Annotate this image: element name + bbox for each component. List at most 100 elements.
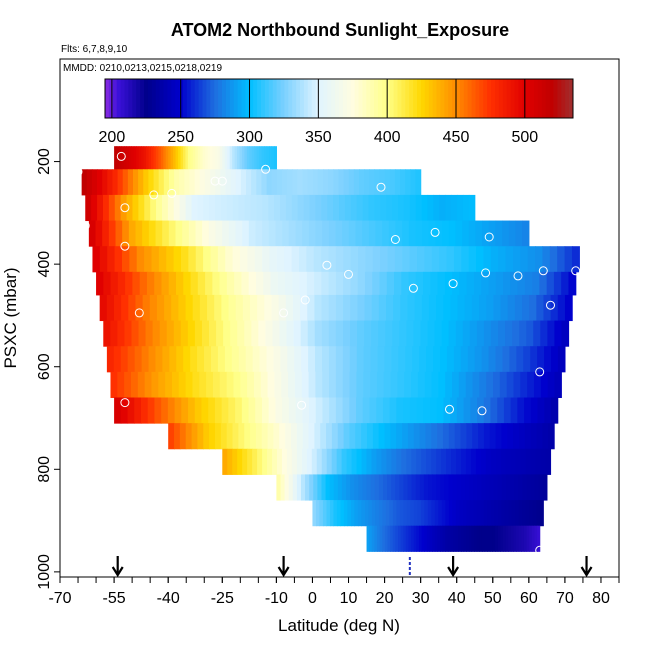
heatmap-cell <box>176 346 184 373</box>
heatmap-cell <box>483 500 488 527</box>
heatmap-cell <box>257 448 263 475</box>
heatmap-cell <box>235 397 243 424</box>
heatmap-cell <box>459 500 464 527</box>
heatmap-cell <box>415 474 421 501</box>
heatmap-cell <box>142 220 150 247</box>
heatmap-cell <box>417 500 422 527</box>
heatmap-cell <box>285 271 293 296</box>
heatmap-cell <box>448 423 456 450</box>
heatmap-cell <box>376 397 384 424</box>
heatmap-cell <box>391 474 396 501</box>
heatmap-cell <box>306 271 315 296</box>
heatmap-cell <box>256 169 263 196</box>
heatmap-cell <box>194 320 203 347</box>
colorbar-cell <box>194 79 200 118</box>
colorbar-tick-label: 500 <box>511 129 538 146</box>
heatmap-cell <box>114 246 123 273</box>
sample-point <box>261 164 271 174</box>
heatmap-cell <box>540 371 549 398</box>
heatmap-cell <box>269 146 273 170</box>
heatmap-cell <box>455 320 464 347</box>
heatmap-cell <box>394 169 401 196</box>
heatmap-cell <box>522 474 527 501</box>
heatmap-cell <box>97 169 103 196</box>
heatmap-cell <box>164 294 172 322</box>
heatmap-cell <box>453 246 462 273</box>
heatmap-cell <box>410 169 417 196</box>
colorbar-cell <box>167 79 172 118</box>
heatmap-cell <box>259 346 268 373</box>
heatmap-cell <box>301 346 309 373</box>
heatmap-cell <box>437 423 444 450</box>
heatmap-cell <box>291 246 300 273</box>
heatmap-cell <box>363 346 372 373</box>
heatmap-cell <box>299 271 308 296</box>
heatmap-cell <box>210 169 216 196</box>
heatmap-cell <box>240 169 247 196</box>
colorbar-cell <box>315 79 320 118</box>
heatmap-cell <box>346 474 351 501</box>
sample-point <box>571 266 581 276</box>
heatmap-cell <box>155 146 159 170</box>
heatmap-cell <box>554 320 563 347</box>
heatmap-cell <box>165 371 173 398</box>
heatmap-cell <box>495 448 502 475</box>
heatmap-cell <box>385 500 390 527</box>
heatmap-cell <box>374 525 378 552</box>
heatmap-cell <box>516 346 524 373</box>
sample-point <box>322 260 332 270</box>
heatmap-cell <box>309 474 314 501</box>
heatmap-cell <box>389 397 397 424</box>
heatmap-cell <box>436 294 444 322</box>
heatmap-cell <box>158 169 165 196</box>
heatmap-cell <box>178 371 187 398</box>
heatmap-cell <box>379 169 386 196</box>
heatmap-cell <box>473 271 482 296</box>
heatmap-cell <box>409 194 417 222</box>
heatmap-cell <box>163 169 170 196</box>
colorbar-cell <box>319 79 324 118</box>
heatmap-cell <box>238 346 247 373</box>
heatmap-cell <box>378 294 387 322</box>
heatmap-cell <box>215 194 222 222</box>
heatmap-cell <box>465 448 472 475</box>
colorbar-cell <box>140 79 145 118</box>
heatmap-cell <box>350 194 358 222</box>
heatmap-cell <box>533 320 541 347</box>
heatmap-cell <box>275 220 283 247</box>
heatmap-cell <box>333 194 340 222</box>
heatmap-cell <box>481 346 490 373</box>
heatmap-cell <box>268 194 275 222</box>
heatmap-cell <box>399 500 404 527</box>
sample-point <box>73 167 83 177</box>
sample-point <box>210 176 220 186</box>
heatmap-cell <box>114 146 118 170</box>
heatmap-cell <box>328 294 337 322</box>
heatmap-cell <box>492 371 501 398</box>
heatmap-cell <box>386 294 394 322</box>
colorbar-cell <box>498 79 504 118</box>
heatmap-cell <box>515 448 522 475</box>
heatmap-cell <box>296 474 302 501</box>
heatmap-cell <box>232 194 240 222</box>
heatmap-cell <box>112 169 119 196</box>
heatmap-cell <box>424 500 429 527</box>
heatmap-cell <box>514 294 523 322</box>
heatmap-cell <box>366 423 374 450</box>
heatmap-cell <box>331 448 338 475</box>
heatmap-cell <box>212 146 216 170</box>
colorbar-cell <box>253 79 258 118</box>
heatmap-cell <box>292 294 301 322</box>
heatmap-cell <box>256 146 260 170</box>
heatmap-cell <box>526 320 534 347</box>
heatmap-cell <box>468 220 477 247</box>
heatmap-cell <box>335 294 344 322</box>
heatmap-cell <box>490 246 499 273</box>
heatmap-cell <box>207 146 211 170</box>
heatmap-cell <box>126 146 130 170</box>
heatmap-cell <box>214 397 223 424</box>
heatmap-cell <box>299 246 307 273</box>
heatmap-cell <box>530 448 537 475</box>
heatmap-cell <box>379 271 388 296</box>
heatmap-cell <box>273 146 277 170</box>
